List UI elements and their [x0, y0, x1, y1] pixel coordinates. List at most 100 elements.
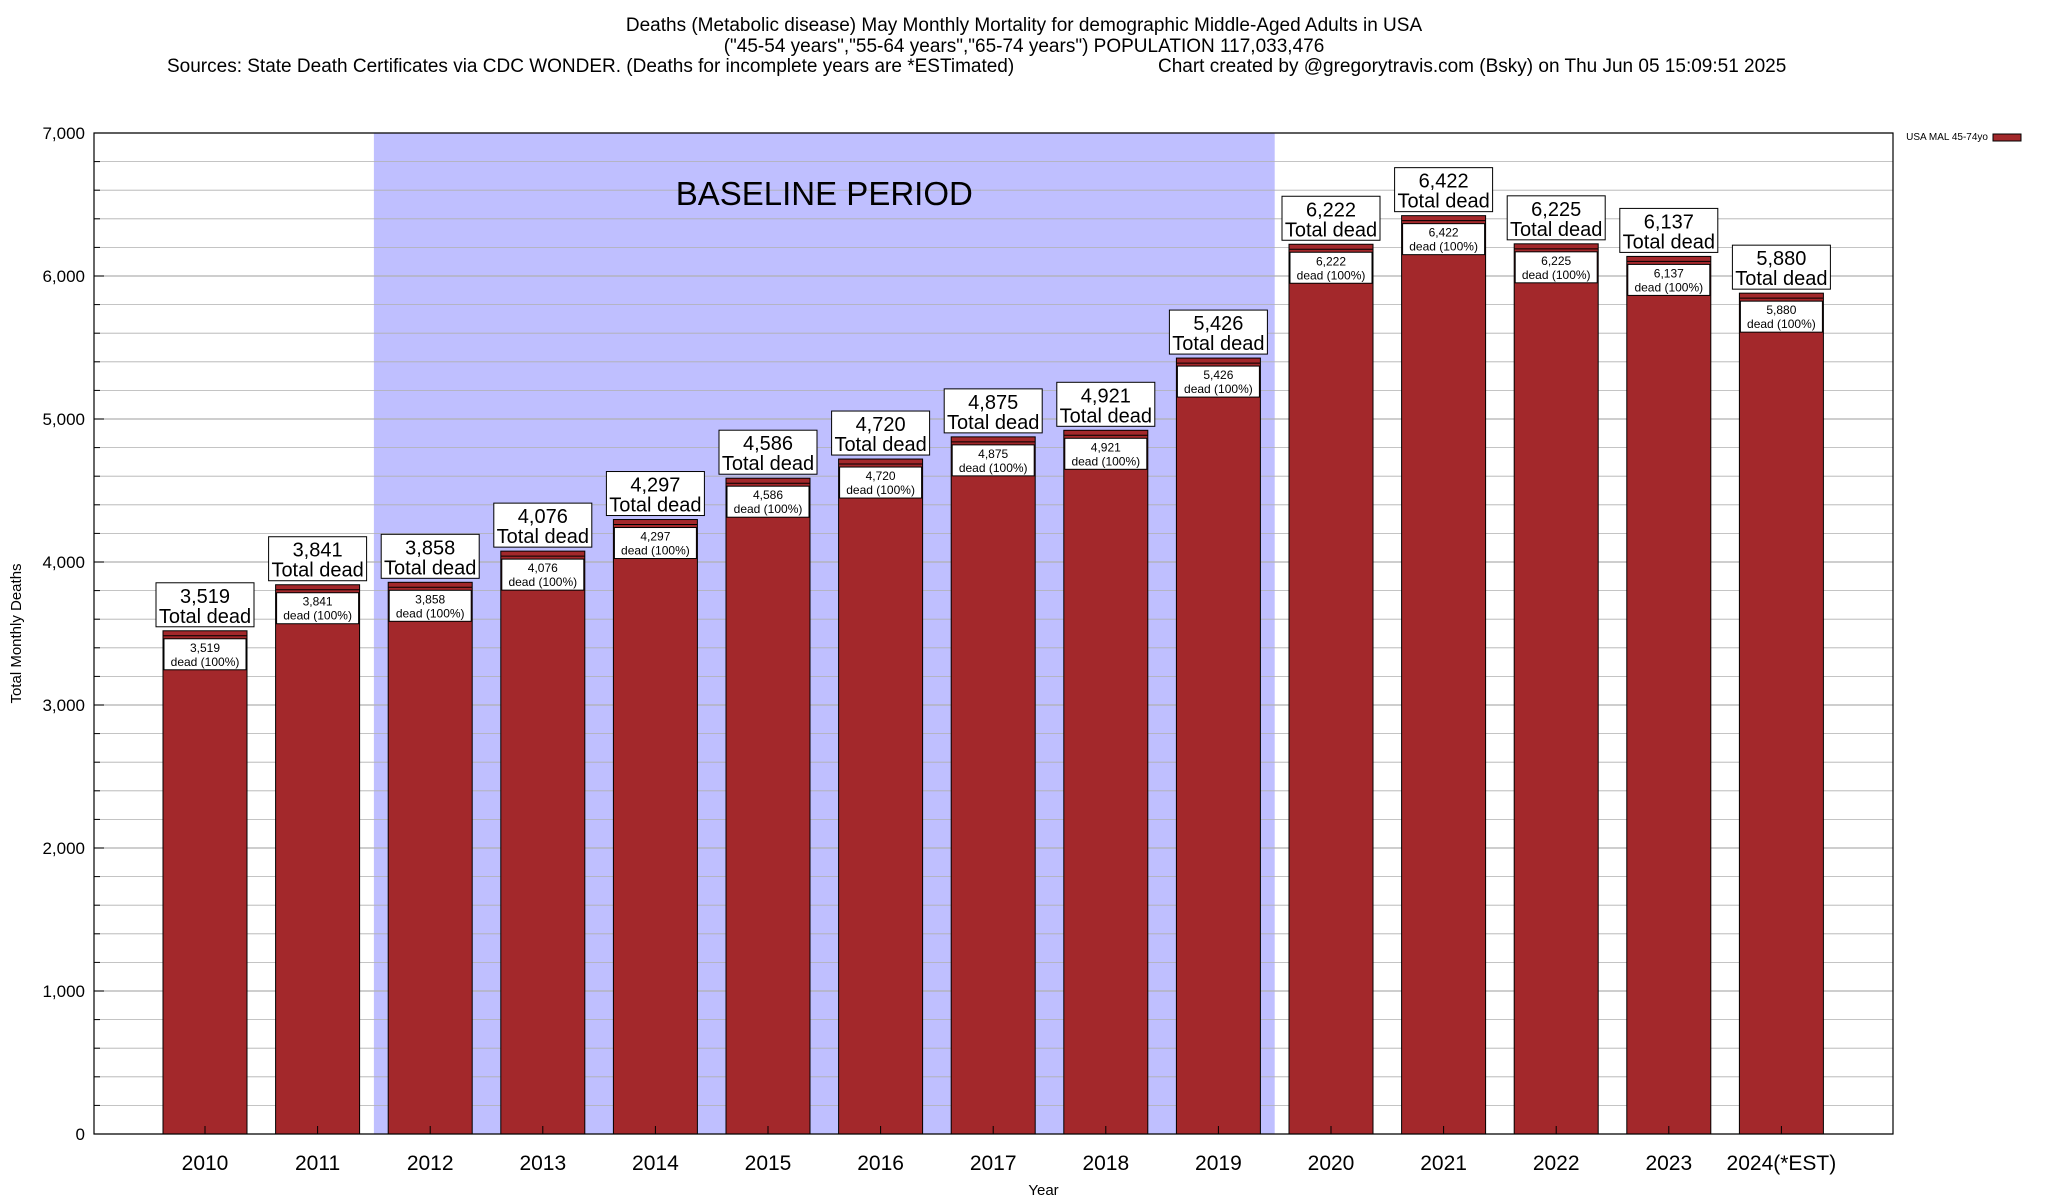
- bar-inner-value-label: 6,222: [1316, 254, 1346, 268]
- chart-title-line2: ("45-54 years","55-64 years","65-74 year…: [723, 36, 1325, 57]
- bar-total-dead-label: Total dead: [1397, 191, 1489, 213]
- y-tick-label: 3,000: [42, 696, 85, 715]
- bar-2017[interactable]: [950, 436, 1036, 1135]
- bar-inner-label-box: [613, 527, 697, 560]
- bar-total-label-box: [1506, 195, 1606, 241]
- bar-2016[interactable]: [838, 458, 924, 1135]
- bar-total-label-box: [1731, 244, 1831, 290]
- bar-inner-dead-label: dead (100%): [1522, 268, 1591, 282]
- bar-inner-label-box: [1402, 223, 1486, 256]
- bar-2013[interactable]: [500, 550, 586, 1135]
- bar-2023[interactable]: [1626, 255, 1712, 1135]
- bar-inner-dead-label: dead (100%): [846, 483, 915, 497]
- x-tick-label: 2010: [182, 1152, 229, 1175]
- bar-inner-value-label: 4,586: [753, 488, 783, 502]
- bar-inner-label-box: [388, 589, 472, 622]
- bar-total-value-label: 5,880: [1756, 248, 1806, 270]
- bar-total-value-label: 4,875: [968, 392, 1018, 414]
- x-tick-label: 2013: [519, 1152, 566, 1175]
- x-tick-label: 2023: [1645, 1152, 1692, 1175]
- bar-inner-dead-label: dead (100%): [1184, 382, 1253, 396]
- bar-total-dead-label: Total dead: [159, 606, 251, 628]
- baseline-period-label: BASELINE PERIOD: [676, 175, 973, 212]
- bar-inner-dead-label: dead (100%): [1297, 268, 1366, 282]
- bar-inner-label-box: [1289, 251, 1373, 284]
- legend-swatch: [1992, 133, 2022, 142]
- bar-total-value-label: 4,076: [518, 506, 568, 528]
- legend-label: USA MAL 45-74yo: [1906, 132, 1988, 143]
- bar-inner-label-box: [1739, 300, 1823, 333]
- bar-inner-dead-label: dead (100%): [621, 544, 690, 558]
- bar-inner-label-box: [726, 485, 810, 518]
- x-tick-label: 2014: [632, 1152, 679, 1175]
- y-tick-label: 0: [76, 1125, 85, 1144]
- bar-inner-dead-label: dead (100%): [1071, 454, 1140, 468]
- bar-inner-value-label: 6,422: [1429, 226, 1459, 240]
- bar-inner-value-label: 5,880: [1766, 303, 1796, 317]
- x-tick-label: 2024(*EST): [1727, 1152, 1837, 1175]
- bar-inner-label-box: [951, 444, 1035, 477]
- bar-total-value-label: 6,137: [1644, 211, 1694, 233]
- bar-inner-value-label: 6,225: [1541, 254, 1571, 268]
- x-tick-label: 2019: [1195, 1152, 1242, 1175]
- bar-total-dead-label: Total dead: [1060, 405, 1152, 427]
- bar-total-dead-label: Total dead: [609, 495, 701, 517]
- bar-inner-value-label: 3,841: [303, 595, 333, 609]
- x-tick-label: 2011: [295, 1152, 340, 1175]
- bar-inner-value-label: 5,426: [1203, 368, 1233, 382]
- bar-total-value-label: 3,519: [180, 586, 230, 608]
- bar-total-dead-label: Total dead: [497, 526, 589, 548]
- bar-inner-dead-label: dead (100%): [1634, 280, 1703, 294]
- x-axis-label: Year: [1028, 1182, 1058, 1199]
- bar-2011[interactable]: [275, 584, 361, 1135]
- chart-title-line1: Deaths (Metabolic disease) May Monthly M…: [625, 15, 1423, 36]
- bar-total-dead-label: Total dead: [1172, 333, 1264, 355]
- bar-total-dead-label: Total dead: [947, 412, 1039, 434]
- bar-total-dead-label: Total dead: [1623, 231, 1715, 253]
- bar-2019[interactable]: [1175, 357, 1261, 1135]
- bar-total-label-box: [718, 429, 818, 475]
- bar-total-label-box: [493, 502, 593, 548]
- bar-inner-label-box: [839, 466, 923, 499]
- bar-total-value-label: 4,297: [630, 475, 680, 497]
- bar-2022[interactable]: [1513, 243, 1599, 1135]
- bar-inner-value-label: 4,297: [640, 530, 670, 544]
- bar-2021[interactable]: [1401, 215, 1487, 1135]
- y-tick-label: 1,000: [42, 982, 85, 1001]
- bar-total-label-box: [1168, 309, 1268, 355]
- bar-inner-dead-label: dead (100%): [283, 609, 352, 623]
- x-tick-label: 2015: [745, 1152, 792, 1175]
- bar-inner-label-box: [276, 592, 360, 625]
- y-tick-label: 5,000: [42, 410, 85, 429]
- bar-total-value-label: 4,921: [1081, 385, 1131, 407]
- y-axis-label: Total Monthly Deaths: [8, 563, 25, 703]
- bar-inner-dead-label: dead (100%): [734, 502, 803, 516]
- bar-total-dead-label: Total dead: [271, 560, 363, 582]
- bar-total-value-label: 6,422: [1419, 171, 1469, 193]
- y-tick-label: 6,000: [42, 267, 85, 286]
- bar-total-value-label: 3,841: [293, 540, 343, 562]
- bar-inner-value-label: 4,076: [528, 561, 558, 575]
- bar-total-value-label: 6,222: [1306, 199, 1356, 221]
- bar-2010[interactable]: [162, 630, 248, 1135]
- bar-total-label-box: [268, 536, 368, 582]
- chart-sources: Sources: State Death Certificates via CD…: [167, 56, 1015, 77]
- bar-total-dead-label: Total dead: [1285, 219, 1377, 241]
- bar-2024(*EST)[interactable]: [1738, 292, 1824, 1135]
- bar-total-label-box: [1394, 167, 1494, 213]
- bar-inner-label-box: [1514, 251, 1598, 284]
- bar-inner-value-label: 4,720: [866, 469, 896, 483]
- bar-total-label-box: [605, 471, 705, 517]
- bar-total-value-label: 6,225: [1531, 199, 1581, 221]
- x-tick-label: 2022: [1533, 1152, 1580, 1175]
- bar-2014[interactable]: [612, 519, 698, 1135]
- bar-total-label-box: [1056, 381, 1156, 427]
- bar-total-value-label: 5,426: [1193, 313, 1243, 335]
- bar-2020[interactable]: [1288, 243, 1374, 1135]
- bar-2015[interactable]: [725, 477, 811, 1135]
- bar-2018[interactable]: [1063, 429, 1149, 1135]
- bar-inner-value-label: 3,519: [190, 641, 220, 655]
- bar-2012[interactable]: [387, 581, 473, 1135]
- bar-total-label-box: [1619, 207, 1719, 253]
